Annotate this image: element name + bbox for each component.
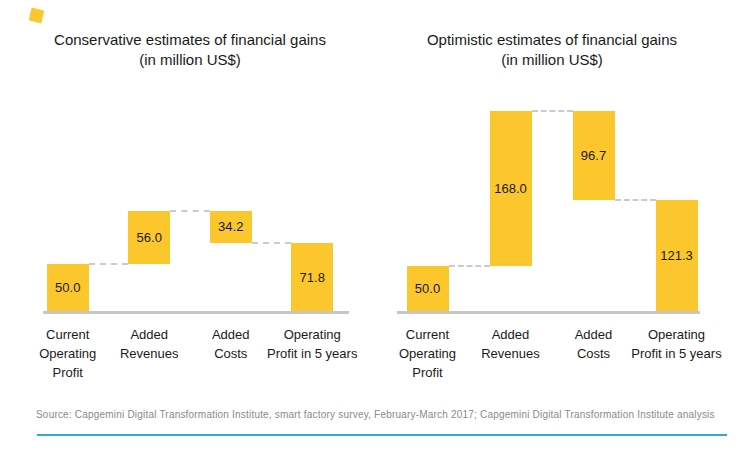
waterfall-connector <box>252 242 292 244</box>
category-label-line: Profit <box>366 363 490 382</box>
bar-value-label: 168.0 <box>478 181 544 197</box>
chart-title-line1: Optimistic estimates of financial gains <box>427 31 677 48</box>
brand-mark <box>29 8 45 24</box>
bar-value-label: 50.0 <box>395 281 461 297</box>
bar-value-label: 50.0 <box>35 280 101 296</box>
waterfall-connector <box>449 265 490 267</box>
category-label-line: Profit <box>6 363 130 382</box>
bar-value-label: 56.0 <box>116 230 182 246</box>
source-note: Source: Capgemini Digital Transformation… <box>36 409 715 420</box>
chart-optimistic: Optimistic estimates of financial gains … <box>386 30 718 70</box>
baseline-axis <box>43 311 349 314</box>
category-label: OperatingProfit in 5 years <box>615 325 739 363</box>
category-label: OperatingProfit in 5 years <box>250 325 374 363</box>
category-label-line: Operating <box>615 325 739 344</box>
waterfall-connector <box>170 210 210 212</box>
chart-conservative: Conservative estimates of financial gain… <box>27 30 353 70</box>
waterfall-connector <box>89 263 129 265</box>
report-page: Conservative estimates of financial gain… <box>0 0 750 450</box>
waterfall-plot-optimistic: 50.0CurrentOperatingProfit168.0AddedReve… <box>386 95 718 425</box>
chart-subtitle: (in million US$) <box>139 51 241 68</box>
bar-value-label: 121.3 <box>644 248 710 264</box>
category-label-line: Operating <box>250 325 374 344</box>
waterfall-plot-conservative: 50.0CurrentOperatingProfit56.0AddedReven… <box>27 95 353 425</box>
category-label-line: Profit in 5 years <box>250 344 374 363</box>
chart-title: Optimistic estimates of financial gains … <box>386 30 718 70</box>
baseline-axis <box>397 311 700 314</box>
bar-value-label: 96.7 <box>561 148 627 164</box>
footer-rule <box>37 434 727 436</box>
chart-title: Conservative estimates of financial gain… <box>27 30 353 70</box>
category-label-line: Profit in 5 years <box>615 344 739 363</box>
bar-value-label: 34.2 <box>198 219 264 235</box>
bar-value-label: 71.8 <box>279 270 345 286</box>
waterfall-connector <box>615 199 656 201</box>
chart-subtitle: (in million US$) <box>501 51 603 68</box>
waterfall-connector <box>532 110 573 112</box>
chart-title-line1: Conservative estimates of financial gain… <box>54 31 326 48</box>
